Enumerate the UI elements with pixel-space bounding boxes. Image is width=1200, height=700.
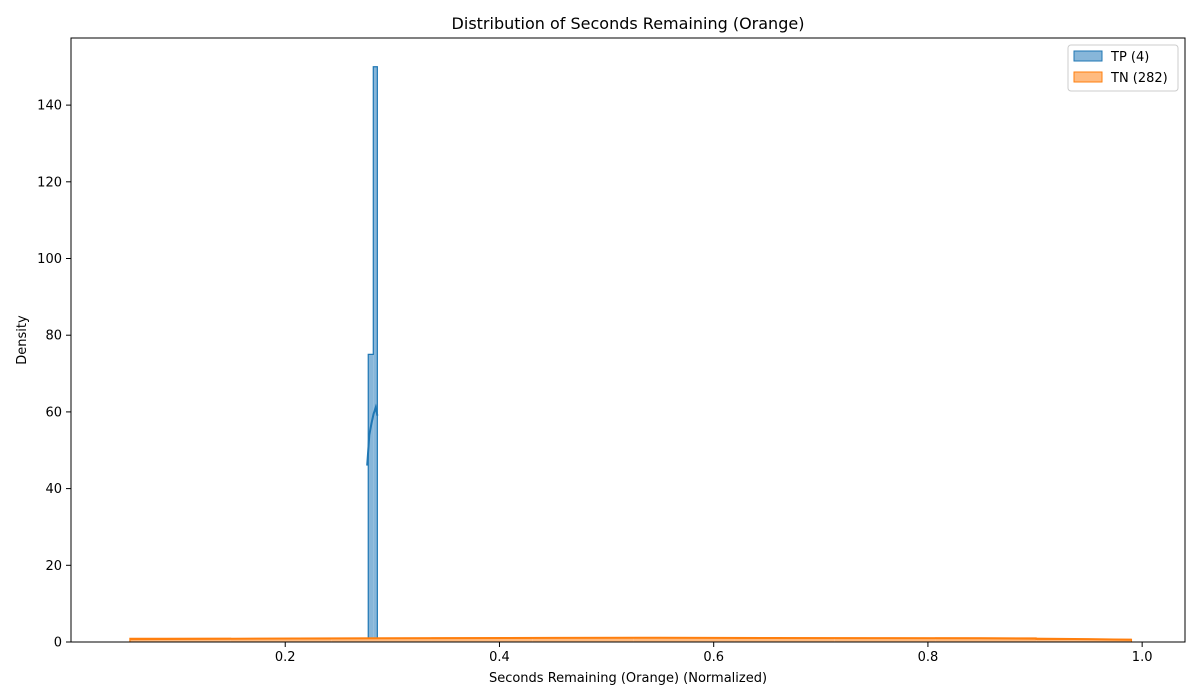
y-tick-label: 120 xyxy=(37,175,62,190)
axes-frame xyxy=(70,37,1186,643)
x-tick-label: 0.6 xyxy=(703,650,724,665)
legend-label: TP (4) xyxy=(1110,50,1149,65)
x-axis-ticks: 0.2 0.4 0.6 0.8 1.0 xyxy=(275,642,1153,665)
y-tick-label: 40 xyxy=(45,482,62,497)
y-tick-label: 80 xyxy=(45,329,62,344)
histogram-bar xyxy=(331,638,432,642)
histogram-bar xyxy=(935,637,1037,642)
x-tick-label: 0.4 xyxy=(489,650,510,665)
y-tick-label: 20 xyxy=(45,559,62,574)
x-tick-label: 0.2 xyxy=(275,650,296,665)
plot-area xyxy=(129,66,1133,642)
histogram-bar xyxy=(230,638,332,642)
legend-label: TN (282) xyxy=(1110,71,1168,86)
legend-swatch xyxy=(1073,71,1103,83)
series-1 xyxy=(129,636,1133,642)
x-axis-label: Seconds Remaining (Orange) (Normalized) xyxy=(489,671,767,686)
y-axis-label: Density xyxy=(15,315,30,365)
histogram-bar xyxy=(734,638,835,642)
x-tick-label: 1.0 xyxy=(1132,650,1153,665)
legend: TP (4) TN (282) xyxy=(1067,44,1179,92)
histogram-bar xyxy=(129,638,231,642)
series-0 xyxy=(366,66,379,642)
histogram-bar xyxy=(532,637,634,642)
y-axis-ticks: 0 20 40 60 80 100 120 140 xyxy=(37,99,71,651)
histogram-outline xyxy=(367,66,378,642)
histogram-bar xyxy=(834,638,936,642)
kde-line xyxy=(129,636,1132,641)
kde-line xyxy=(366,403,379,466)
histogram-bar xyxy=(431,637,533,642)
legend-swatch xyxy=(1073,50,1103,62)
y-tick-label: 0 xyxy=(54,636,62,651)
chart-title: Distribution of Seconds Remaining (Orang… xyxy=(452,14,805,33)
y-tick-label: 140 xyxy=(37,99,62,114)
histogram-bar xyxy=(368,354,374,642)
y-tick-label: 60 xyxy=(45,405,62,420)
y-tick-label: 100 xyxy=(37,252,62,267)
histogram-bar xyxy=(1036,639,1132,642)
x-tick-label: 0.8 xyxy=(918,650,939,665)
histogram-bar xyxy=(633,637,735,642)
histogram-bar xyxy=(373,66,378,642)
